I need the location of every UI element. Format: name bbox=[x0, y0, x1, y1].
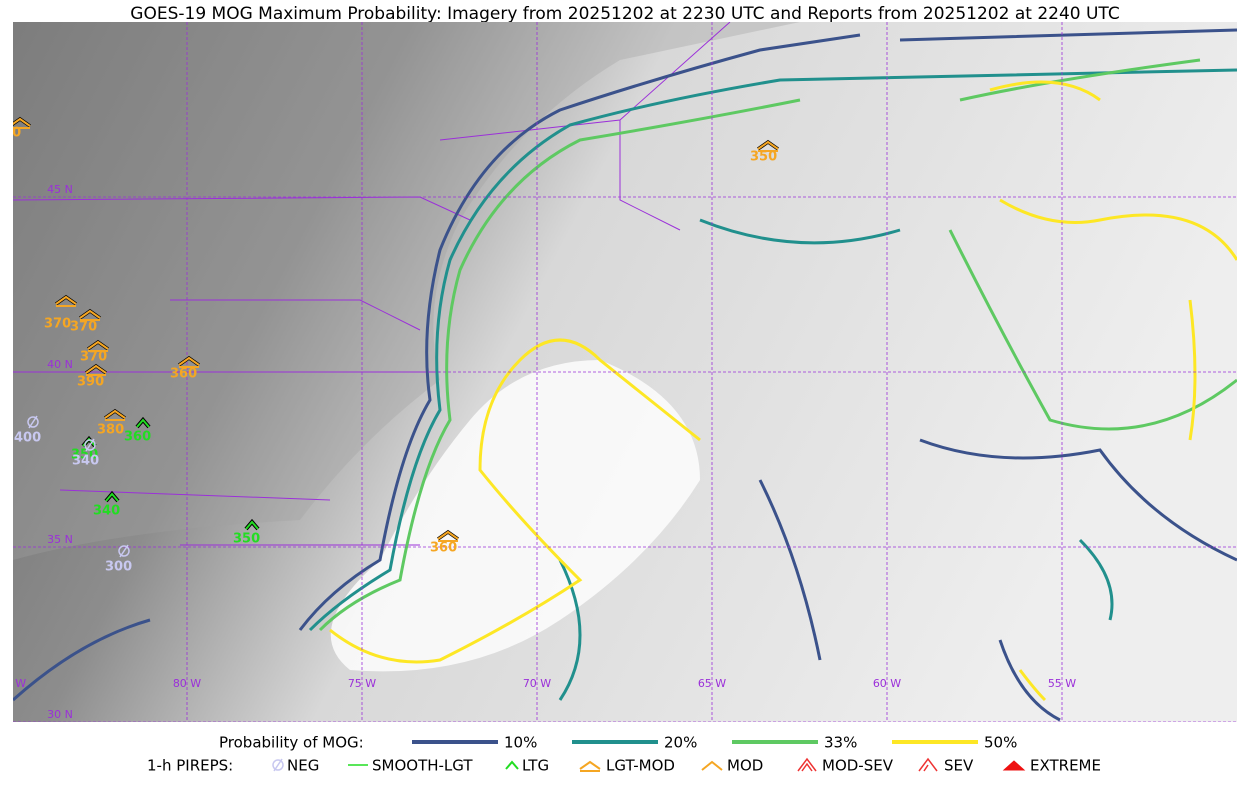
report: 400 bbox=[14, 415, 41, 446]
lon-label: 65 W bbox=[698, 677, 726, 690]
lat-label: 45 N bbox=[47, 183, 73, 196]
report: 300 bbox=[105, 544, 132, 575]
icon bbox=[13, 117, 31, 129]
reports: 3703703703703903603804003603503403403503… bbox=[0, 116, 780, 575]
legend-label: LGT-MOD bbox=[606, 757, 675, 775]
legend-label: LTG bbox=[522, 757, 549, 775]
report-label: 370 bbox=[0, 126, 21, 141]
report: 370 bbox=[0, 116, 32, 141]
lon-label: 80 W bbox=[173, 677, 201, 690]
legend-label: 10% bbox=[504, 734, 537, 752]
legend-label: 50% bbox=[984, 734, 1017, 752]
lon-label: 85 W bbox=[0, 677, 26, 690]
report-label: 360 bbox=[170, 367, 197, 382]
lat-label: 40 N bbox=[47, 358, 73, 371]
report-label: 380 bbox=[97, 423, 124, 438]
graticule: 85 W 80 W 75 W 70 W 65 W 60 W 55 W 45 N 40 N 35 N… bbox=[0, 22, 1237, 722]
legend-label: EXTREME bbox=[1030, 757, 1101, 775]
report: 370 bbox=[44, 294, 78, 332]
report-label: 340 bbox=[72, 454, 99, 469]
report-label: 390 bbox=[77, 375, 104, 390]
land bbox=[13, 22, 800, 560]
icon bbox=[797, 757, 817, 772]
report-label: 400 bbox=[14, 431, 41, 446]
legend-label: MOD bbox=[727, 757, 763, 775]
icon bbox=[178, 356, 200, 368]
icon bbox=[55, 295, 77, 307]
icon bbox=[273, 758, 283, 772]
icon bbox=[85, 364, 107, 376]
icon bbox=[272, 759, 284, 771]
icon bbox=[28, 415, 38, 429]
report-label: 350 bbox=[750, 150, 777, 165]
legend-title: Probability of MOG: bbox=[219, 734, 364, 752]
icon bbox=[1002, 760, 1026, 771]
icon bbox=[118, 545, 130, 557]
report: 340 bbox=[72, 438, 99, 469]
lon-label: 60 W bbox=[873, 677, 901, 690]
report: 360 bbox=[430, 529, 460, 556]
report-label: 360 bbox=[124, 430, 151, 445]
legend-label: SEV bbox=[944, 757, 974, 775]
icon bbox=[104, 409, 126, 421]
report-label: 350 bbox=[233, 532, 260, 547]
report-label: 370 bbox=[70, 320, 97, 335]
icon bbox=[27, 416, 39, 428]
contours bbox=[13, 28, 1237, 722]
report-label: 370 bbox=[80, 350, 107, 365]
legend-label: 20% bbox=[664, 734, 697, 752]
lon-label: 55 W bbox=[1048, 677, 1076, 690]
report-label: 300 bbox=[105, 560, 132, 575]
report: 340 bbox=[93, 490, 120, 519]
map: 85 W 80 W 75 W 70 W 65 W 60 W 55 W 45 N 40 N 35 N… bbox=[0, 22, 1237, 722]
report: 360 bbox=[170, 355, 201, 382]
icon bbox=[701, 760, 723, 771]
report-label: 340 bbox=[93, 504, 120, 519]
legend-label: NEG bbox=[287, 757, 319, 775]
title: GOES-19 MOG Maximum Probability: Imagery… bbox=[130, 4, 1119, 24]
icon bbox=[84, 439, 96, 451]
lat-label: 30 N bbox=[47, 708, 73, 721]
legend-label: 33% bbox=[824, 734, 857, 752]
report-label: 360 bbox=[430, 541, 457, 556]
report: 390 bbox=[77, 363, 108, 390]
icon bbox=[85, 438, 95, 452]
report: 380 bbox=[97, 408, 127, 438]
icon bbox=[245, 520, 259, 530]
report: 370 bbox=[80, 339, 110, 365]
icon bbox=[79, 309, 101, 321]
report: 350 bbox=[233, 518, 260, 547]
icon bbox=[505, 760, 519, 770]
report: 360 bbox=[124, 416, 151, 445]
icon bbox=[136, 418, 150, 428]
lon-label: 75 W bbox=[348, 677, 376, 690]
icon bbox=[579, 760, 601, 772]
report-label: 350 bbox=[71, 448, 98, 463]
report: 370 bbox=[70, 308, 102, 335]
legend-label: SMOOTH-LGT bbox=[372, 757, 473, 775]
lat-label: 35 N bbox=[47, 533, 73, 546]
legend-title: 1-h PIREPS: bbox=[147, 757, 233, 775]
report: 350 bbox=[750, 139, 780, 165]
icon bbox=[918, 757, 938, 772]
legend-label: MOD-SEV bbox=[822, 757, 894, 775]
icon bbox=[437, 530, 459, 542]
icon bbox=[757, 140, 779, 152]
cloud bbox=[330, 360, 700, 672]
icon bbox=[87, 340, 109, 352]
icon bbox=[105, 492, 119, 502]
legend: Probability of MOG: 10% 20% 33% 50% 1-h PIREP… bbox=[147, 734, 1101, 775]
lon-label: 70 W bbox=[523, 677, 551, 690]
report-label: 370 bbox=[44, 317, 71, 332]
icon bbox=[119, 544, 129, 558]
